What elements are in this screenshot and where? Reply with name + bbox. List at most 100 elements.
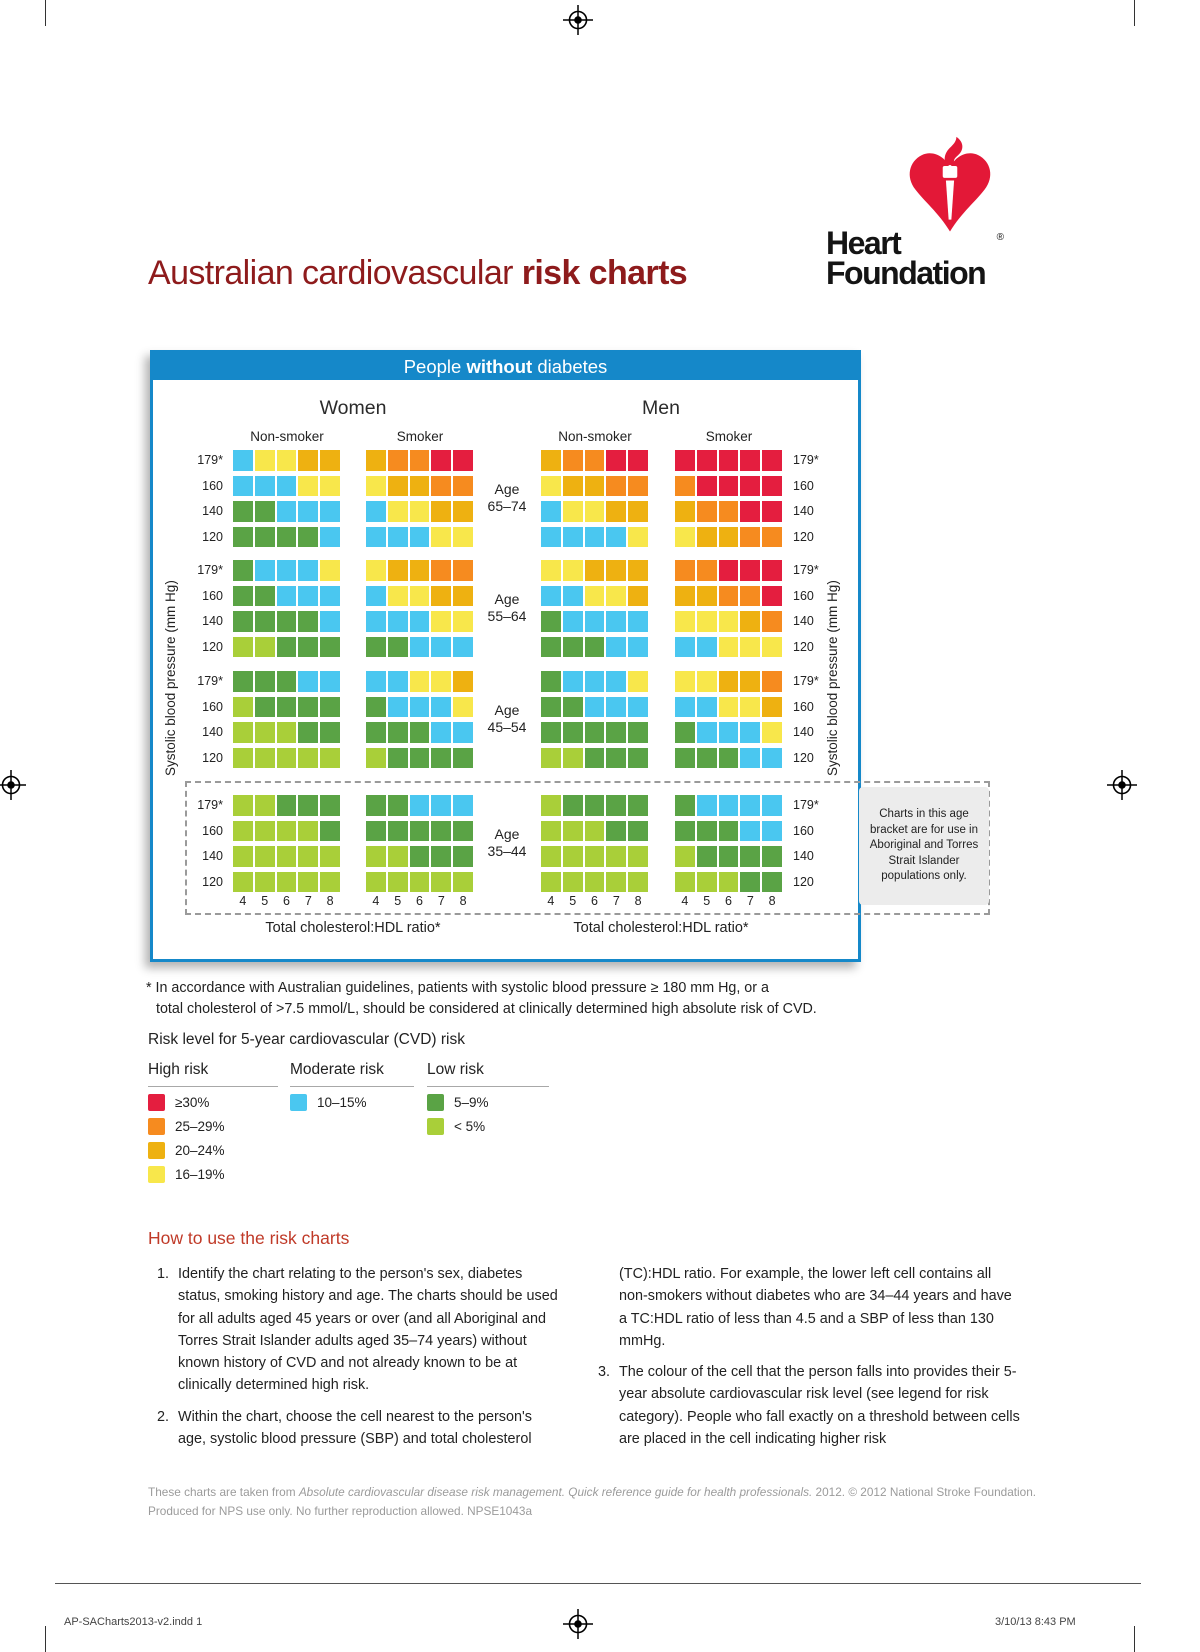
risk-cell: [762, 526, 782, 547]
risk-cell: [320, 560, 340, 581]
risk-cell: [233, 475, 253, 496]
risk-cell: [431, 820, 452, 841]
legend-item: 25–29%: [148, 1118, 278, 1135]
source-note-line2: Produced for NPS use only. No further re…: [148, 1504, 533, 1518]
sbp-tick-label: 160: [202, 699, 223, 714]
risk-cell: [562, 696, 583, 717]
print-filename: AP-SACharts2013-v2.indd 1: [64, 1616, 203, 1628]
risk-cell: [675, 795, 695, 816]
sbp-tick-label: 160: [793, 699, 814, 714]
risk-cell: [233, 611, 253, 632]
risk-cell: [320, 820, 340, 841]
risk-cell: [675, 722, 695, 743]
risk-cell: [366, 846, 386, 867]
legend-group-title: Moderate risk: [290, 1061, 414, 1087]
risk-cell: [254, 846, 275, 867]
ratio-tick-label: 6: [725, 894, 732, 908]
risk-cell: [628, 795, 648, 816]
risk-cell: [718, 475, 739, 496]
risk-cell: [453, 475, 473, 496]
risk-cell: [233, 636, 253, 657]
risk-cell: [254, 585, 275, 606]
legend-item: 16–19%: [148, 1166, 278, 1183]
risk-cell: [696, 585, 717, 606]
age-group-label: Age 55–64: [487, 591, 527, 624]
risk-cell: [696, 871, 717, 892]
legend-label: 16–19%: [175, 1167, 225, 1182]
risk-cell: [387, 846, 408, 867]
risk-cell: [254, 560, 275, 581]
sbp-tick-label: 140: [793, 849, 814, 863]
risk-cell: [254, 696, 275, 717]
risk-cell: [276, 820, 297, 841]
risk-cell: [233, 722, 253, 743]
risk-cell: [276, 475, 297, 496]
risk-cell: [562, 560, 583, 581]
risk-cell: [254, 636, 275, 657]
risk-cell: [233, 696, 253, 717]
risk-cell: [320, 611, 340, 632]
risk-cell: [298, 747, 319, 768]
risk-cell: [431, 696, 452, 717]
risk-cell: [718, 871, 739, 892]
sbp-tick-label: 140: [793, 614, 814, 628]
risk-cell: [696, 795, 717, 816]
risk-cell: [254, 526, 275, 547]
sbp-tick-label: 140: [202, 614, 223, 628]
risk-cell: [276, 696, 297, 717]
risk-cell: [675, 671, 695, 692]
page-title: Australian cardiovascular risk charts: [148, 254, 688, 293]
risk-cell: [298, 820, 319, 841]
risk-cell: [718, 795, 739, 816]
sbp-tick-label: 179*: [793, 674, 819, 688]
risk-cell: [254, 450, 275, 471]
risk-cell: [276, 671, 297, 692]
smoking-label-men-nonsmoker: Non-smoker: [558, 429, 632, 444]
risk-cell: [762, 450, 782, 471]
risk-cell: [366, 671, 386, 692]
risk-cell: [718, 747, 739, 768]
risk-cell: [409, 747, 430, 768]
ratio-tick-label: 7: [437, 894, 445, 908]
legend-item: ≥30%: [148, 1094, 278, 1111]
risk-cell: [366, 871, 386, 892]
smoking-label-women-nonsmoker: Non-smoker: [250, 429, 324, 444]
risk-cell: [387, 501, 408, 522]
risk-cell: [606, 636, 627, 657]
risk-cell: [740, 871, 761, 892]
risk-cell: [366, 636, 386, 657]
item-text: Within the chart, choose the cell neares…: [178, 1408, 532, 1448]
heart-logo-icon: [904, 136, 996, 236]
source-note-line1: These charts are taken from Absolute car…: [148, 1483, 1078, 1502]
risk-cell: [453, 846, 473, 867]
risk-cell: [431, 611, 452, 632]
source-note: These charts are taken from Absolute car…: [148, 1483, 1078, 1521]
risk-cell: [541, 747, 561, 768]
risk-cell: [233, 450, 253, 471]
risk-cell: [298, 696, 319, 717]
risk-cell: [387, 526, 408, 547]
risk-cell: [409, 871, 430, 892]
risk-cell: [740, 501, 761, 522]
risk-cell: [584, 696, 605, 717]
ratio-tick-label: 6: [591, 894, 598, 908]
risk-cell: [409, 722, 430, 743]
logo-word-foundation: Foundation: [826, 255, 987, 291]
risk-cell: [254, 722, 275, 743]
legend-group: High risk ≥30% 25–29% 20–24% 16–19%: [148, 1061, 278, 1183]
risk-cell: [541, 696, 561, 717]
risk-cell: [453, 871, 473, 892]
risk-cell: [562, 526, 583, 547]
legend-swatch: [427, 1118, 444, 1135]
legend-item: 5–9%: [427, 1094, 549, 1111]
grid-area: 179* 179* 160 160 140 140 120 120 179* 179* 160 160…: [153, 353, 858, 959]
risk-cell: [718, 636, 739, 657]
risk-cell: [298, 795, 319, 816]
risk-cell: [254, 475, 275, 496]
group-label-women: Women: [319, 397, 387, 419]
risk-cell: [762, 747, 782, 768]
risk-cell: [584, 450, 605, 471]
risk-cell: [298, 846, 319, 867]
how-to-item-1: 1. Identify the chart relating to the per…: [157, 1263, 560, 1397]
